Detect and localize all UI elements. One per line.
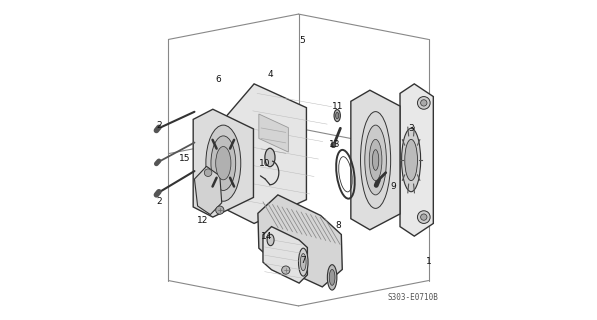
Polygon shape (400, 84, 433, 236)
Text: 11: 11 (333, 102, 344, 111)
Circle shape (331, 142, 336, 148)
Ellipse shape (365, 125, 386, 195)
Circle shape (216, 206, 224, 214)
Text: 4: 4 (267, 70, 273, 79)
Text: S303-E0710B: S303-E0710B (388, 292, 439, 301)
Text: 3: 3 (408, 124, 414, 133)
Text: 10: 10 (259, 159, 270, 168)
Circle shape (421, 100, 427, 106)
Text: 5: 5 (300, 36, 305, 44)
Ellipse shape (361, 112, 390, 208)
Polygon shape (351, 90, 400, 230)
Ellipse shape (336, 112, 338, 119)
Text: 14: 14 (260, 232, 272, 241)
Text: 12: 12 (197, 216, 208, 225)
Circle shape (282, 266, 290, 274)
Text: 2: 2 (157, 121, 162, 130)
Circle shape (204, 169, 212, 177)
Ellipse shape (405, 140, 417, 180)
Polygon shape (193, 109, 254, 217)
Circle shape (417, 211, 430, 223)
Ellipse shape (334, 109, 340, 122)
Ellipse shape (206, 125, 241, 201)
Ellipse shape (265, 148, 275, 167)
Ellipse shape (402, 128, 421, 192)
Text: 9: 9 (391, 181, 396, 190)
Ellipse shape (330, 269, 335, 285)
Text: 1: 1 (426, 257, 432, 266)
Circle shape (421, 214, 427, 220)
Ellipse shape (300, 253, 306, 271)
Circle shape (417, 97, 430, 109)
Text: 8: 8 (336, 221, 341, 230)
Text: 7: 7 (300, 256, 306, 265)
Ellipse shape (298, 248, 308, 276)
Polygon shape (258, 195, 342, 287)
Ellipse shape (373, 150, 378, 170)
Ellipse shape (267, 234, 274, 246)
Text: 15: 15 (179, 154, 190, 163)
Polygon shape (195, 166, 221, 215)
Polygon shape (226, 84, 306, 223)
Ellipse shape (211, 136, 236, 190)
Polygon shape (263, 227, 307, 283)
Ellipse shape (216, 147, 231, 180)
Text: 2: 2 (157, 197, 162, 206)
Ellipse shape (327, 265, 337, 290)
Text: 13: 13 (329, 140, 341, 149)
Text: 6: 6 (216, 75, 221, 84)
Polygon shape (259, 114, 288, 152)
Ellipse shape (369, 140, 382, 180)
